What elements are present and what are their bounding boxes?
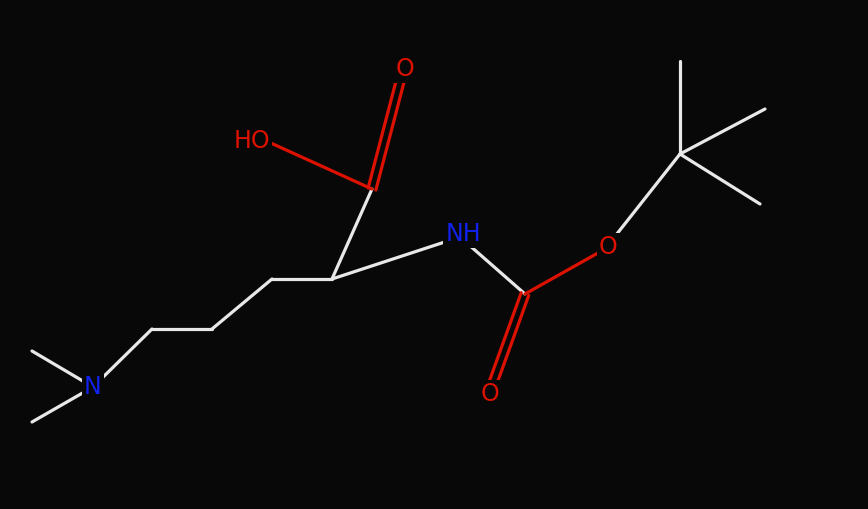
Text: O: O <box>396 57 414 81</box>
Text: O: O <box>599 235 617 259</box>
Text: O: O <box>481 382 499 406</box>
Text: N: N <box>84 375 102 399</box>
Text: HO: HO <box>233 129 270 153</box>
Text: NH: NH <box>445 222 481 246</box>
